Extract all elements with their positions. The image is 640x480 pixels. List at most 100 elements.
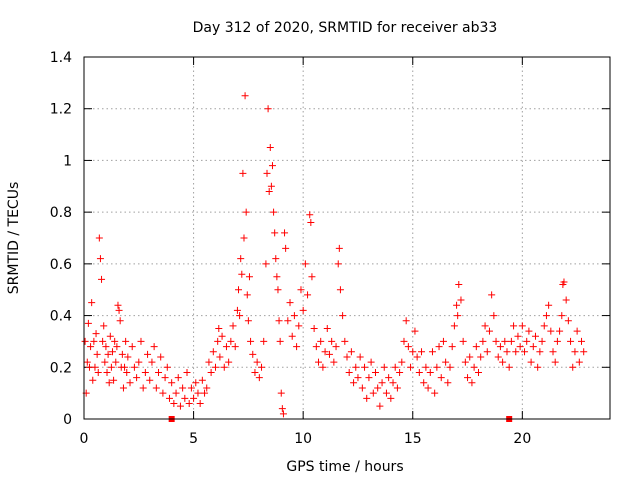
data-point: [575, 358, 583, 366]
data-point: [152, 384, 160, 392]
data-point: [212, 363, 219, 371]
data-point: [496, 343, 504, 351]
data-point: [387, 394, 395, 402]
data-point: [442, 358, 450, 366]
data-point: [275, 317, 283, 325]
data-point: [472, 343, 480, 351]
data-point: [244, 317, 252, 325]
data-point: [492, 337, 500, 345]
data-point: [446, 363, 454, 371]
data-point: [279, 410, 287, 418]
data-point: [249, 350, 257, 358]
data-point: [358, 384, 366, 392]
data-point: [545, 301, 553, 309]
data-point: [439, 337, 447, 345]
data-point: [263, 169, 271, 177]
data-point: [241, 92, 249, 100]
data-point: [265, 187, 273, 195]
data-point: [104, 350, 112, 358]
data-point: [114, 301, 122, 309]
data-point: [229, 322, 237, 330]
data-point: [542, 312, 550, 320]
data-point: [483, 348, 491, 356]
data-point: [501, 337, 509, 345]
y-tick-label: 0.8: [50, 205, 72, 221]
data-point: [479, 337, 487, 345]
data-point: [321, 348, 329, 356]
data-point: [286, 299, 294, 307]
data-point: [290, 312, 298, 320]
data-point: [238, 270, 246, 278]
data-point: [100, 322, 108, 330]
data-point: [304, 291, 312, 299]
data-point: [227, 337, 235, 345]
data-point: [174, 374, 182, 382]
y-tick-label: 0.6: [50, 257, 72, 273]
data-point: [267, 182, 275, 190]
data-point: [87, 343, 95, 351]
data-point: [176, 402, 184, 410]
data-point: [308, 273, 316, 281]
data-point: [83, 358, 91, 366]
data-point: [345, 368, 353, 376]
data-point: [137, 337, 145, 345]
data-point: [477, 353, 485, 361]
data-point: [415, 368, 423, 376]
data-point: [218, 332, 226, 340]
data-point: [365, 374, 373, 382]
data-point: [194, 389, 202, 397]
data-point: [378, 379, 386, 387]
x-axis-label: GPS time / hours: [286, 459, 403, 475]
data-point: [214, 337, 222, 345]
data-point: [247, 337, 255, 345]
data-point: [453, 301, 461, 309]
data-point: [271, 229, 279, 237]
data-point: [293, 343, 301, 351]
data-point: [203, 384, 211, 392]
data-point: [553, 337, 561, 345]
grid: [84, 57, 610, 419]
data-point: [126, 379, 134, 387]
data-point: [422, 363, 430, 371]
data-point: [106, 332, 114, 340]
data-point: [510, 322, 518, 330]
data-point: [192, 379, 200, 387]
data-point: [139, 384, 147, 392]
data-point: [531, 332, 539, 340]
data-point: [113, 343, 121, 351]
data-point: [413, 353, 421, 361]
data-point: [490, 312, 498, 320]
data-point: [485, 327, 493, 335]
data-point: [239, 169, 247, 177]
chart-title: Day 312 of 2020, SRMTID for receiver ab3…: [193, 20, 498, 36]
data-point: [547, 327, 555, 335]
data-point: [461, 358, 469, 366]
data-point: [92, 330, 100, 338]
data-point: [301, 260, 309, 268]
data-point: [402, 317, 410, 325]
data-point: [295, 322, 303, 330]
data-point: [141, 368, 149, 376]
data-point: [240, 234, 248, 242]
data-point: [573, 327, 581, 335]
data-point: [163, 363, 171, 371]
x-tick-label: 0: [80, 431, 89, 447]
data-point: [481, 322, 489, 330]
data-point: [95, 234, 103, 242]
data-point: [382, 389, 390, 397]
plot-frame: [83, 56, 611, 420]
data-point: [398, 358, 406, 366]
data-point: [148, 358, 156, 366]
data-point: [101, 358, 109, 366]
data-point: [534, 363, 542, 371]
data-point: [258, 363, 266, 371]
data-point: [448, 343, 456, 351]
data-point: [523, 337, 531, 345]
data-point: [268, 162, 276, 170]
data-point: [91, 363, 99, 371]
data-point: [282, 244, 290, 252]
data-point: [116, 317, 124, 325]
data-point: [558, 312, 566, 320]
data-point: [161, 374, 169, 382]
data-point: [216, 353, 224, 361]
